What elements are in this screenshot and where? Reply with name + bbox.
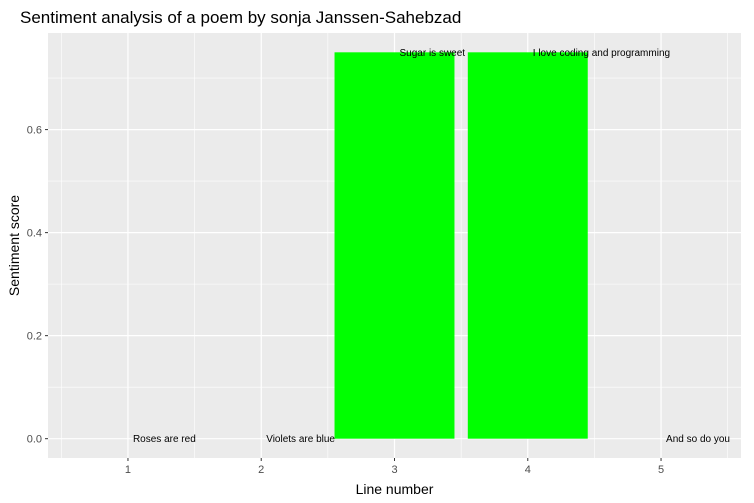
x-axis-title: Line number [356,481,434,497]
y-tick-label: 0.4 [27,228,42,240]
x-tick-label: 4 [525,464,531,476]
bar [467,52,588,439]
data-label: Violets are blue [266,434,335,445]
data-label: I love coding and programming [533,48,670,59]
data-labels: Roses are red Violets are blue Sugar is sw… [133,48,730,445]
data-label: Roses are red [133,434,196,445]
x-tick-label: 5 [658,464,664,476]
bars [334,52,588,439]
chart-title: Sentiment analysis of a poem by sonja Ja… [20,8,461,27]
y-axis-title: Sentiment score [6,195,22,296]
x-tick-label: 1 [125,464,131,476]
x-tick-label: 3 [391,464,397,476]
x-tick-label: 2 [258,464,264,476]
bar [334,52,455,439]
y-tick-label: 0.6 [27,125,42,137]
axes: 0.0 0.2 0.4 0.6 1 2 3 4 5 [27,125,664,476]
y-tick-label: 0.0 [27,434,42,446]
data-label: And so do you [666,434,730,445]
y-tick-label: 0.2 [27,331,42,343]
data-label: Sugar is sweet [400,48,466,59]
